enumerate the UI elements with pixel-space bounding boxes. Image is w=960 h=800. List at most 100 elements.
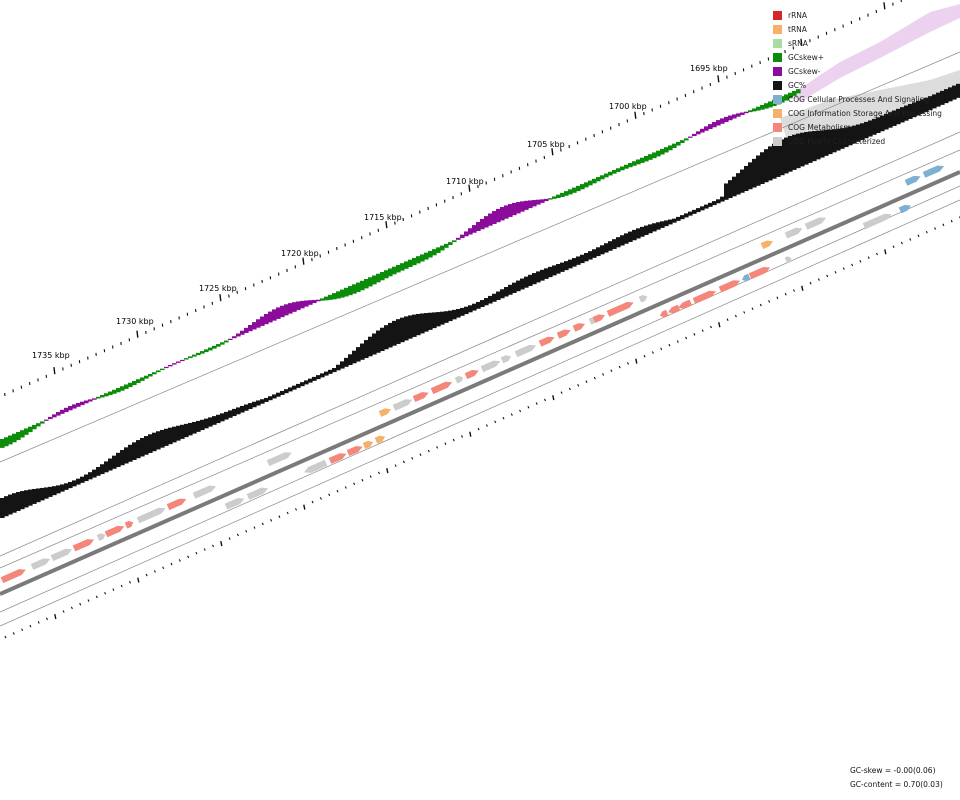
gc-skew-positive-bar	[224, 340, 229, 343]
gc-content-bar	[356, 347, 361, 362]
gc-skew-negative-bar	[76, 402, 81, 407]
tick-mark	[634, 111, 637, 119]
gene-arrow	[556, 329, 571, 339]
gc-content-bar	[116, 452, 121, 468]
gc-content-bar	[296, 383, 301, 388]
legend-item-cog-information: COG Information Storage And Processing	[773, 106, 960, 120]
faded-skew-band	[790, 4, 960, 102]
gc-skew-negative-bar	[716, 120, 721, 126]
tick-mark	[54, 613, 57, 620]
gc-content-bar	[944, 89, 949, 104]
gc-skew-positive-bar	[120, 386, 125, 391]
legend-item-gcskew-minus: GCskew-	[773, 64, 960, 78]
gc-skew-positive-bar	[188, 356, 193, 359]
gc-content-bar	[372, 333, 377, 355]
kbp-label: 1705 kbp	[527, 140, 565, 149]
tick-mark	[568, 387, 571, 391]
gc-skew-positive-bar	[568, 189, 573, 195]
gc-content-bar	[144, 436, 149, 455]
gc-content-bar	[524, 276, 529, 288]
gc-content-bar	[132, 442, 137, 460]
gc-skew-positive-bar	[184, 358, 189, 360]
legend-swatch	[773, 80, 782, 90]
gene-arrow	[514, 344, 537, 358]
tick-mark	[502, 416, 505, 420]
gc-content-bar	[8, 494, 13, 515]
gc-skew-positive-bar	[392, 266, 397, 275]
gc-skew-negative-bar	[472, 225, 477, 233]
gc-content-bar	[268, 396, 273, 401]
gc-content-bar	[360, 343, 365, 360]
gc-content-bar	[316, 375, 321, 380]
gc-content-bar	[824, 129, 829, 156]
tick-mark	[53, 367, 56, 375]
tick-mark	[519, 409, 522, 413]
gc-content-bar	[384, 325, 389, 350]
gc-content-bar	[764, 149, 769, 183]
gc-content-bar	[468, 305, 473, 313]
legend-label: GC%	[788, 80, 807, 90]
gc-content-bar	[4, 496, 9, 517]
gc-skew-negative-bar	[288, 303, 293, 314]
gc-skew-positive-bar	[624, 164, 629, 169]
gc-content-bar	[148, 434, 153, 453]
gc-skew-negative-bar	[304, 300, 309, 307]
gc-skew-positive-bar	[144, 375, 149, 379]
tick-mark	[942, 223, 945, 227]
tick-mark	[784, 292, 787, 296]
gc-skew-negative-bar	[696, 131, 701, 135]
gc-content-bar	[684, 213, 689, 218]
gene-arrow	[464, 370, 479, 380]
gc-content-bar	[80, 476, 85, 483]
gc-skew-positive-bar	[752, 108, 757, 112]
gene-arrow	[784, 256, 792, 264]
gc-content-bar	[260, 399, 265, 404]
gc-skew-positive-bar	[32, 424, 37, 430]
legend-item-trna: tRNA	[773, 22, 960, 36]
gc-skew-positive-bar	[340, 289, 345, 298]
tick-mark	[353, 482, 356, 486]
gc-skew-negative-bar	[476, 221, 481, 231]
gc-content-bar	[592, 249, 597, 258]
gc-skew-positive-bar	[196, 352, 201, 356]
gc-skew-positive-bar	[576, 185, 581, 192]
gc-skew-positive-bar	[780, 96, 785, 103]
gc-content-bar	[552, 265, 557, 276]
gc-skew-positive-bar	[0, 439, 5, 448]
gc-content-bar	[932, 94, 937, 109]
gc-content-bar	[24, 490, 29, 508]
gc-content-bar	[424, 313, 429, 332]
gc-skew-positive-bar	[560, 192, 565, 197]
tick-mark	[386, 468, 389, 474]
gc-content-stat: GC-content = 0.70(0.03)	[850, 780, 943, 789]
tick-mark	[602, 373, 605, 376]
gc-content-bar	[908, 103, 913, 119]
gc-content-bar	[264, 397, 269, 402]
tick-mark	[734, 314, 737, 318]
tick-mark	[635, 358, 638, 364]
gc-skew-track	[0, 89, 801, 448]
gc-skew-positive-bar	[768, 101, 773, 108]
gc-content-bar	[888, 112, 893, 128]
gc-skew-positive-bar	[564, 191, 569, 196]
gc-content-bar	[64, 483, 69, 490]
tick-mark	[527, 405, 530, 409]
gc-content-bar	[724, 183, 729, 200]
gc-content-bar	[608, 241, 613, 251]
gc-skew-negative-bar	[60, 409, 65, 414]
tick-mark	[153, 570, 156, 573]
gc-content-bar	[556, 264, 561, 274]
tick-mark	[593, 376, 596, 380]
gc-content-bar	[648, 224, 653, 234]
gc-skew-negative-bar	[700, 128, 705, 133]
gc-skew-positive-bar	[668, 145, 673, 151]
tick-mark	[917, 234, 920, 238]
gc-skew-negative-bar	[524, 200, 529, 210]
legend-item-gcskew-plus: GCskew+	[773, 50, 960, 64]
tick-mark	[261, 522, 264, 526]
gc-content-bar	[456, 308, 461, 318]
gc-content-bar	[916, 100, 921, 116]
gc-skew-positive-bar	[436, 247, 441, 253]
gc-skew-negative-bar	[456, 237, 461, 240]
gc-content-bar	[192, 421, 197, 434]
